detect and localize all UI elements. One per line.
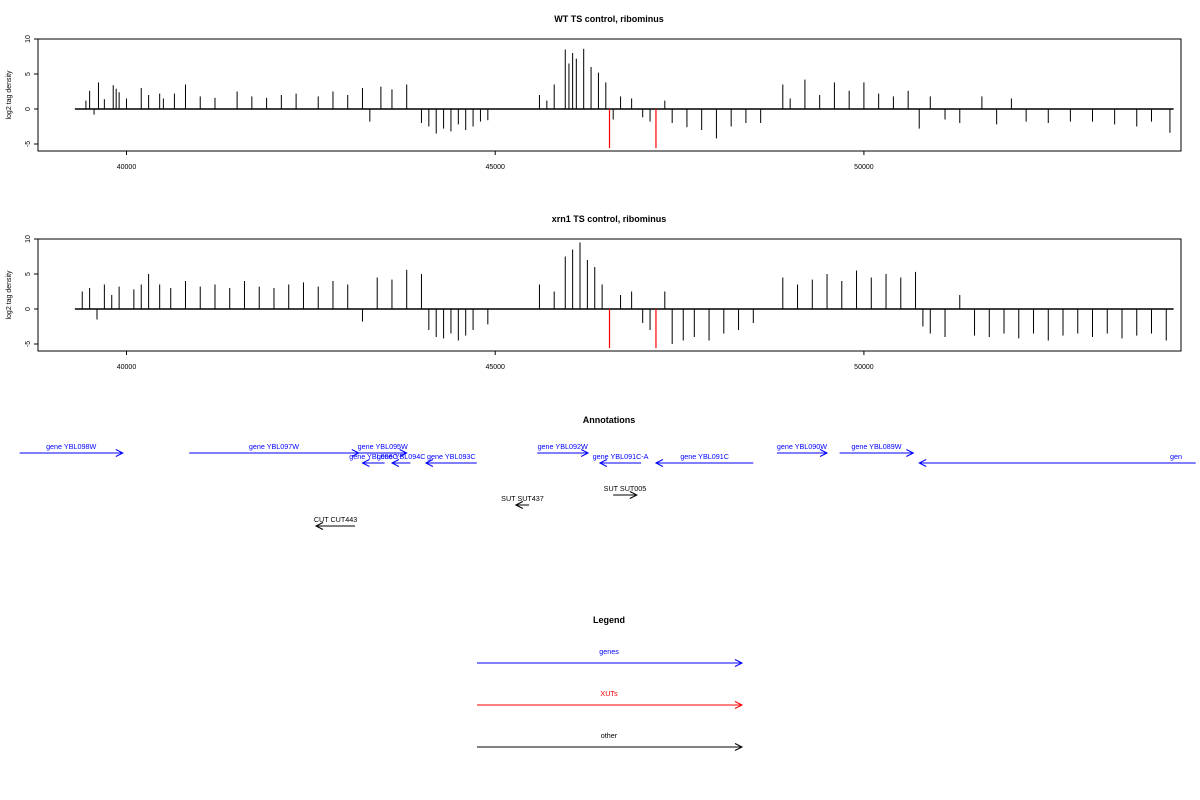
annotation-arrowhead: [819, 449, 829, 457]
wt-axes: -5 0 5 10 40000 45000 50000: [25, 35, 874, 171]
annotation-arrowhead: [399, 449, 408, 457]
annotation-features: gene YBL098W gene YBL097W gene YBL095Wgene…: [19, 442, 1196, 530]
legend-label: XUTs: [600, 689, 618, 698]
xrn1-y-tick-label: 0: [25, 307, 32, 311]
wt-y-tick-label: 10: [25, 35, 32, 43]
annotations-title: Annotations: [583, 415, 636, 425]
annotation-arrowhead: [115, 449, 124, 457]
legend-arrowhead: [734, 701, 744, 709]
annotation-label: gene YBL095W: [358, 442, 408, 451]
xrn1-y-tick-label: 5: [25, 272, 32, 276]
annotation-arrowhead: [906, 449, 915, 457]
legend-arrowhead: [734, 743, 744, 751]
wt-track-title: WT TS control, ribominus: [554, 14, 664, 24]
annotation-label: gene YBL097W: [249, 442, 299, 451]
xrn1-y-tick-label: 10: [25, 235, 32, 243]
annotation-arrowhead: [361, 459, 370, 467]
xrn1-plot-frame: [37, 238, 1182, 352]
legend-entries: genes XUTs other: [477, 647, 744, 751]
xrn1-track-panel: xrn1 TS control, ribominus log2 tag dens…: [6, 214, 1182, 371]
legend-title: Legend: [593, 615, 625, 625]
annotation-arrowhead: [629, 491, 638, 499]
annotation-label: gene YBL089W: [851, 442, 901, 451]
annotation-arrowhead: [314, 522, 324, 530]
xrn1-x-tick-label: 45000: [485, 364, 505, 371]
wt-y-tick-label: 5: [25, 72, 32, 76]
xrn1-x-tick-label: 40000: [117, 364, 137, 371]
annotation-arrowhead: [390, 459, 400, 467]
legend-label: genes: [599, 647, 619, 656]
annotation-label: gene YBL096C: [349, 452, 398, 461]
annotations-panel: Annotations gene YBL098W gene YBL097W gene…: [19, 415, 1196, 530]
annotation-label: gene YBL092W: [538, 442, 588, 451]
wt-x-tick-label: 45000: [485, 164, 505, 171]
xrn1-y-tick-label: -5: [25, 341, 32, 347]
wt-track-panel: WT TS control, ribominus log2 tag densit…: [6, 14, 1182, 171]
xrn1-bars: [74, 242, 1174, 349]
annotation-label: gene YBL090W: [777, 442, 827, 451]
wt-y-axis-label: log2 tag density: [6, 70, 13, 120]
xrn1-axes: -5 0 5 10 40000 45000 50000: [25, 235, 874, 371]
annotation-label: SUT SUT437: [501, 494, 544, 503]
annotation-arrowhead: [514, 501, 524, 509]
annotation-arrowhead: [598, 459, 608, 467]
wt-x-tick-label: 50000: [854, 164, 874, 171]
annotation-arrowhead: [580, 449, 590, 457]
annotation-label: gene YBL098W: [46, 442, 96, 451]
annotation-arrowhead: [424, 459, 434, 467]
xrn1-track-title: xrn1 TS control, ribominus: [552, 214, 667, 224]
annotation-arrowhead: [918, 459, 927, 467]
annotation-label: gen: [1170, 452, 1182, 461]
annotation-arrowhead: [654, 459, 664, 467]
xrn1-y-axis-label: log2 tag density: [6, 270, 13, 320]
annotation-label: gene YBL091C: [680, 452, 729, 461]
legend-panel: Legend genes XUTs other: [477, 615, 744, 751]
legend-arrowhead: [734, 659, 744, 667]
xrn1-x-tick-label: 50000: [854, 364, 874, 371]
annotation-label: gene YBL094C: [377, 452, 426, 461]
wt-y-tick-label: 0: [25, 107, 32, 111]
wt-bars: [74, 48, 1174, 149]
annotation-label: SUT SUT005: [604, 484, 647, 493]
annotation-label: CUT CUT443: [314, 515, 357, 524]
annotation-label: gene YBL093C: [427, 452, 476, 461]
annotation-label: gene YBL091C-A: [593, 452, 649, 461]
wt-plot-frame: [37, 38, 1182, 152]
legend-label: other: [601, 731, 618, 740]
wt-y-tick-label: -5: [25, 141, 32, 147]
wt-x-tick-label: 40000: [117, 164, 137, 171]
